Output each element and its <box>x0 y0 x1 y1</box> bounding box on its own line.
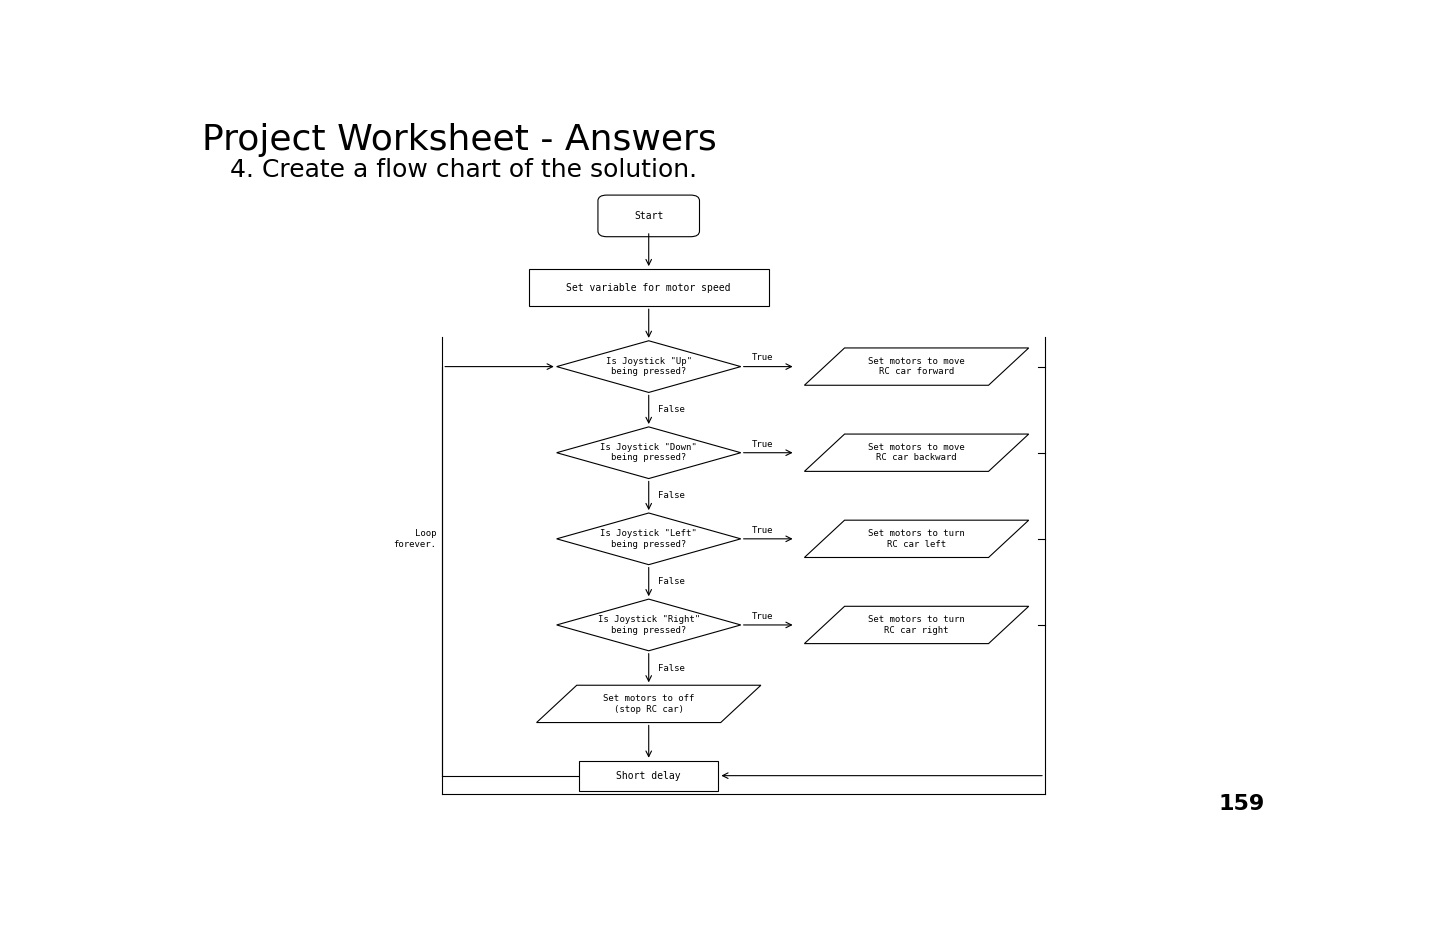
Polygon shape <box>805 348 1028 385</box>
Polygon shape <box>557 341 740 392</box>
Polygon shape <box>557 513 740 565</box>
Polygon shape <box>805 520 1028 557</box>
Polygon shape <box>557 427 740 478</box>
Text: Short delay: Short delay <box>616 771 681 781</box>
Text: Loop
forever.: Loop forever. <box>393 529 436 549</box>
Text: 4. Create a flow chart of the solution.: 4. Create a flow chart of the solution. <box>230 158 697 183</box>
Text: False: False <box>658 664 684 673</box>
Text: True: True <box>752 353 773 363</box>
Text: False: False <box>658 578 684 586</box>
Text: Is Joystick "Left"
being pressed?: Is Joystick "Left" being pressed? <box>600 529 697 549</box>
Text: 159: 159 <box>1218 794 1264 814</box>
Text: Set motors to turn
RC car right: Set motors to turn RC car right <box>868 615 965 635</box>
Text: Project Worksheet - Answers: Project Worksheet - Answers <box>202 123 717 157</box>
Text: Set motors to move
RC car forward: Set motors to move RC car forward <box>868 357 965 377</box>
Text: Is Joystick "Up"
being pressed?: Is Joystick "Up" being pressed? <box>606 357 691 377</box>
Text: False: False <box>658 405 684 414</box>
Text: Set variable for motor speed: Set variable for motor speed <box>566 282 732 293</box>
Bar <box>528 269 769 307</box>
Polygon shape <box>805 607 1028 644</box>
FancyBboxPatch shape <box>598 195 700 237</box>
Text: Set motors to off
(stop RC car): Set motors to off (stop RC car) <box>603 694 694 714</box>
Text: True: True <box>752 526 773 535</box>
Text: Set motors to turn
RC car left: Set motors to turn RC car left <box>868 529 965 549</box>
Bar <box>579 761 719 790</box>
Polygon shape <box>537 685 760 722</box>
Text: Start: Start <box>634 211 664 221</box>
Text: True: True <box>752 611 773 621</box>
Text: True: True <box>752 440 773 448</box>
Text: Set motors to move
RC car backward: Set motors to move RC car backward <box>868 443 965 462</box>
Text: Is Joystick "Right"
being pressed?: Is Joystick "Right" being pressed? <box>598 615 700 635</box>
Polygon shape <box>805 434 1028 472</box>
Text: Is Joystick "Down"
being pressed?: Is Joystick "Down" being pressed? <box>600 443 697 462</box>
Text: False: False <box>658 491 684 500</box>
Polygon shape <box>557 599 740 651</box>
